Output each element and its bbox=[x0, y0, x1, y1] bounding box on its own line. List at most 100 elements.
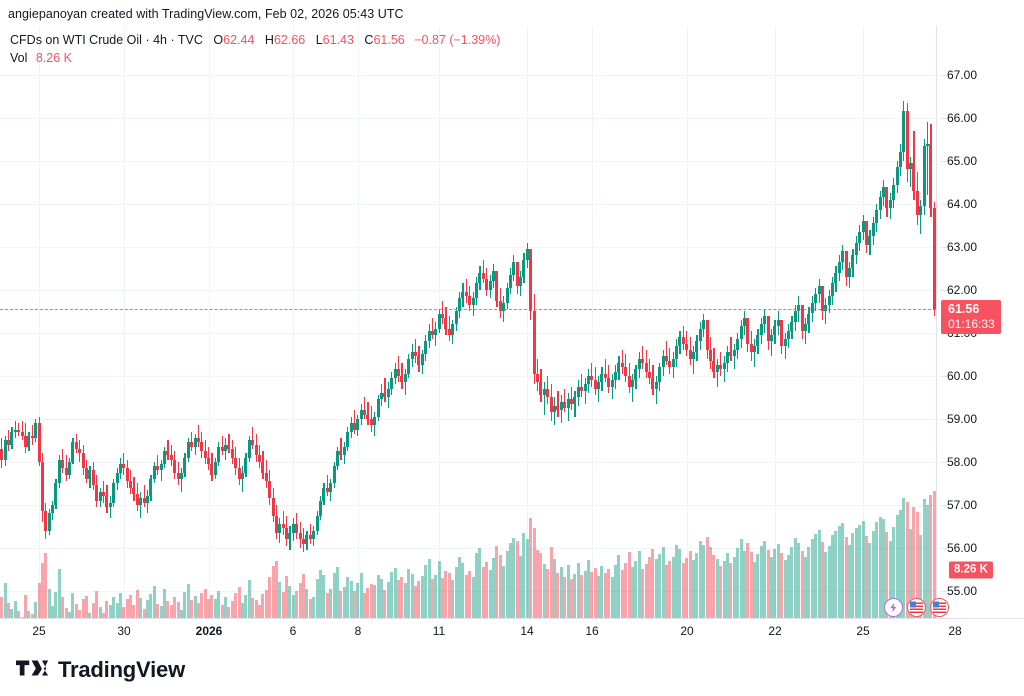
price-axis[interactable]: 67.0066.0065.0064.0063.0062.0061.0060.00… bbox=[936, 26, 1024, 618]
candle-body bbox=[607, 377, 611, 387]
volume-bar bbox=[695, 552, 699, 618]
candle-body bbox=[580, 386, 584, 391]
volume-bar bbox=[797, 542, 801, 618]
volume-bar bbox=[125, 599, 129, 618]
volume-bar bbox=[895, 514, 899, 618]
candle-body bbox=[71, 442, 75, 462]
candle-body bbox=[434, 328, 438, 335]
volume-bar bbox=[719, 566, 723, 618]
volume-bar bbox=[671, 557, 675, 618]
candle-body bbox=[739, 326, 743, 340]
candle-body bbox=[464, 292, 468, 297]
candle-body bbox=[196, 438, 200, 443]
volume-bar bbox=[10, 609, 14, 618]
volume-bar bbox=[312, 596, 316, 618]
candle-body bbox=[702, 319, 706, 329]
candle-body bbox=[159, 463, 163, 471]
volume-bar bbox=[135, 590, 139, 618]
candle-body bbox=[312, 530, 316, 540]
volume-bar bbox=[681, 563, 685, 618]
candle-body bbox=[725, 352, 729, 363]
candle-body bbox=[146, 496, 150, 503]
volume-bar bbox=[644, 564, 648, 618]
candle-body bbox=[468, 296, 472, 305]
lightning-badge-icon[interactable] bbox=[884, 598, 903, 617]
price-tick-label: 64.00 bbox=[941, 197, 977, 211]
candle-body bbox=[749, 343, 753, 353]
candle-body bbox=[315, 515, 319, 531]
candle-body bbox=[658, 367, 662, 383]
volume-bar bbox=[770, 557, 774, 618]
candle-wick bbox=[720, 352, 722, 376]
volume-bar bbox=[0, 597, 4, 618]
price-tick-label: 59.00 bbox=[941, 412, 977, 426]
candle-body bbox=[271, 498, 275, 516]
candle-body bbox=[875, 210, 879, 224]
candle-body bbox=[885, 186, 889, 209]
volume-bar bbox=[162, 589, 166, 618]
grid-line-horizontal bbox=[0, 203, 936, 205]
volume-bar bbox=[352, 590, 356, 618]
candle-body bbox=[858, 231, 862, 243]
candle-wick bbox=[370, 405, 373, 432]
volume-bar bbox=[305, 588, 309, 618]
volume-bar bbox=[437, 561, 441, 618]
volume-bar bbox=[559, 567, 563, 618]
candle-body bbox=[237, 468, 241, 479]
volume-bar bbox=[464, 574, 468, 618]
candle-wick bbox=[221, 436, 223, 456]
us-flag-badge-icon-2[interactable] bbox=[930, 598, 949, 617]
volume-bar bbox=[227, 606, 231, 618]
candle-wick bbox=[920, 199, 922, 234]
volume-bar bbox=[224, 596, 228, 618]
candle-wick bbox=[543, 382, 545, 415]
volume-bar bbox=[831, 535, 835, 618]
candle-wick bbox=[804, 317, 807, 344]
chart-plot-area[interactable] bbox=[0, 26, 936, 618]
volume-bar bbox=[519, 556, 523, 618]
candle-body bbox=[88, 470, 92, 480]
volume-bar bbox=[861, 520, 865, 618]
volume-bar bbox=[200, 593, 204, 618]
volume-bar bbox=[478, 548, 482, 618]
volume-bar bbox=[342, 586, 346, 618]
volume-bar bbox=[756, 554, 760, 618]
volume-bar bbox=[563, 576, 567, 618]
volume-bar bbox=[186, 584, 190, 618]
volume-bar bbox=[491, 558, 495, 618]
tradingview-logo-icon bbox=[16, 658, 50, 683]
candle-wick bbox=[910, 156, 912, 187]
candle-body bbox=[3, 440, 7, 460]
volume-bar bbox=[881, 519, 885, 618]
candle-body bbox=[902, 111, 906, 153]
grid-line-horizontal bbox=[0, 418, 936, 420]
volume-value-badge[interactable]: 8.26 K bbox=[949, 561, 993, 579]
volume-bar bbox=[74, 604, 78, 618]
candle-body bbox=[786, 330, 790, 340]
candle-body bbox=[722, 362, 726, 370]
volume-bar bbox=[732, 556, 736, 618]
volume-bar bbox=[210, 594, 214, 618]
volume-bar bbox=[586, 560, 590, 618]
candle-body bbox=[895, 167, 899, 185]
tradingview-logo[interactable]: TradingView bbox=[16, 657, 185, 683]
candle-body bbox=[403, 373, 407, 383]
volume-bar bbox=[139, 598, 143, 618]
candle-body bbox=[305, 534, 309, 544]
candle-body bbox=[190, 442, 194, 447]
candle-body bbox=[64, 468, 68, 475]
volume-bar bbox=[142, 608, 146, 618]
candle-wick bbox=[252, 427, 254, 449]
candle-body bbox=[871, 223, 875, 237]
volume-bar bbox=[420, 576, 424, 618]
us-flag-badge-icon[interactable] bbox=[907, 598, 926, 617]
volume-bar bbox=[539, 553, 543, 618]
grid-line-horizontal bbox=[0, 160, 936, 162]
time-axis[interactable]: 253020266811141620222528Feb bbox=[0, 618, 1024, 645]
current-price-badge[interactable]: 61.56 01:16:33 bbox=[941, 299, 1001, 334]
volume-bar bbox=[71, 593, 75, 618]
candle-body bbox=[627, 375, 631, 387]
candle-body bbox=[814, 294, 818, 303]
volume-bar bbox=[848, 545, 852, 618]
volume-bar bbox=[315, 578, 319, 618]
